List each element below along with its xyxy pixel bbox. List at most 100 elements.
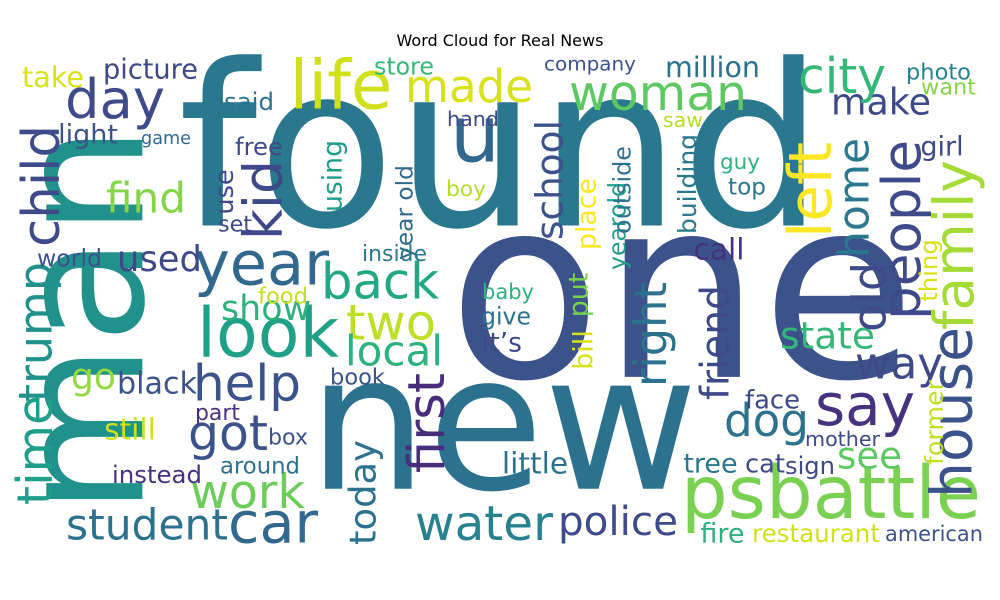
word-police: police (558, 497, 678, 545)
word-local: local (345, 327, 443, 376)
word-made: made (405, 60, 533, 113)
word-make: make (831, 81, 931, 124)
word-mother: mother (805, 427, 881, 451)
word-thing: thing (914, 239, 943, 302)
word-year-old: year old (392, 165, 419, 260)
word-left: left (777, 142, 846, 238)
word-guy: guy (720, 150, 760, 175)
word-home: home (830, 138, 879, 258)
word-go: go (71, 356, 116, 398)
word-around: around (220, 454, 300, 480)
word-it-s: it’s (482, 328, 522, 359)
word-face: face (745, 386, 800, 416)
word-trump: trump (9, 262, 63, 402)
word-box: box (268, 425, 308, 451)
word-find: find (106, 174, 186, 223)
word-instead: instead (112, 460, 202, 489)
word-former: former (920, 379, 949, 465)
word-dog: dog (724, 394, 809, 447)
word-american: american (885, 522, 983, 546)
word-work: work (190, 465, 305, 520)
word-restaurant: restaurant (752, 519, 880, 548)
word-friend: friend (694, 285, 739, 400)
word-outside: outside (609, 146, 637, 234)
word-way: way (855, 340, 943, 390)
word-today: today (342, 440, 385, 545)
word-put: put (564, 273, 595, 318)
word-want: want (921, 75, 976, 101)
word-psbattle: psbattle (681, 451, 981, 536)
word-new: new (308, 315, 698, 534)
word-company: company (544, 52, 636, 76)
word-look: look (197, 295, 339, 374)
word-got: got (188, 405, 268, 462)
word-picture: picture (103, 55, 198, 86)
word-use: use (210, 169, 240, 214)
word-light: light (58, 120, 118, 151)
word-photo: photo (906, 60, 971, 86)
word-cat: cat (745, 450, 785, 480)
word-right: right (625, 282, 677, 387)
word-game: game (141, 129, 191, 149)
word-little: little (502, 447, 568, 482)
word-baby: baby (482, 279, 534, 304)
word-people: people (871, 140, 933, 320)
word-kid: kid (232, 160, 295, 240)
word-give: give (481, 303, 531, 331)
word-old: old (843, 262, 897, 332)
word-call: call (693, 233, 744, 268)
word-world: world (37, 245, 102, 273)
word-show: show (221, 289, 311, 329)
word-place: place (572, 178, 603, 250)
word-two: two (346, 294, 436, 352)
word-school: school (528, 120, 572, 240)
word-found: found (178, 18, 824, 280)
chart-title: Word Cloud for Real News (396, 31, 604, 50)
word-yearold: yearold (604, 182, 632, 270)
word-bill: bill (569, 330, 600, 370)
word-tree: tree (683, 449, 737, 480)
word-black: black (117, 367, 198, 402)
word-city: city (798, 49, 886, 105)
word-say: say (815, 371, 915, 439)
word-woman: woman (569, 66, 747, 122)
word-back: back (321, 253, 439, 311)
word-car: car (228, 491, 318, 557)
word-used: used (117, 239, 202, 280)
word-boy: boy (446, 177, 486, 202)
word-building: building (673, 134, 702, 234)
word-still: still (104, 413, 156, 448)
word-fire: fire (700, 519, 744, 550)
word-inside: inside (362, 242, 427, 267)
word-man: man (0, 125, 184, 515)
word-family: family (922, 160, 986, 330)
word-using: using (318, 140, 349, 212)
word-sign: sign (785, 452, 835, 480)
word-life: life (290, 46, 393, 125)
word-part: part (195, 401, 240, 426)
word-student: student (66, 501, 228, 550)
word-day: day (65, 68, 165, 131)
word-first: first (398, 373, 457, 473)
word-store: store (374, 53, 434, 81)
word-million: million (665, 51, 760, 84)
word-one: one (448, 145, 916, 437)
word-state: state (780, 314, 875, 358)
word-time: time (8, 395, 64, 505)
word-free: free (235, 132, 283, 161)
word-book: book (330, 365, 385, 391)
word-child: child (12, 125, 72, 247)
word-see: see (837, 435, 902, 478)
word-saw: saw (663, 108, 703, 132)
word-year: year (194, 230, 329, 300)
word-take: take (22, 60, 84, 94)
word-set: set (218, 212, 252, 238)
word-top: top (728, 174, 766, 201)
word-u: u (450, 88, 500, 180)
word-girl: girl (920, 132, 963, 163)
word-hand: hand (447, 107, 499, 131)
word-water: water (415, 496, 553, 552)
word-help: help (193, 355, 301, 413)
word-food: food (258, 284, 308, 310)
